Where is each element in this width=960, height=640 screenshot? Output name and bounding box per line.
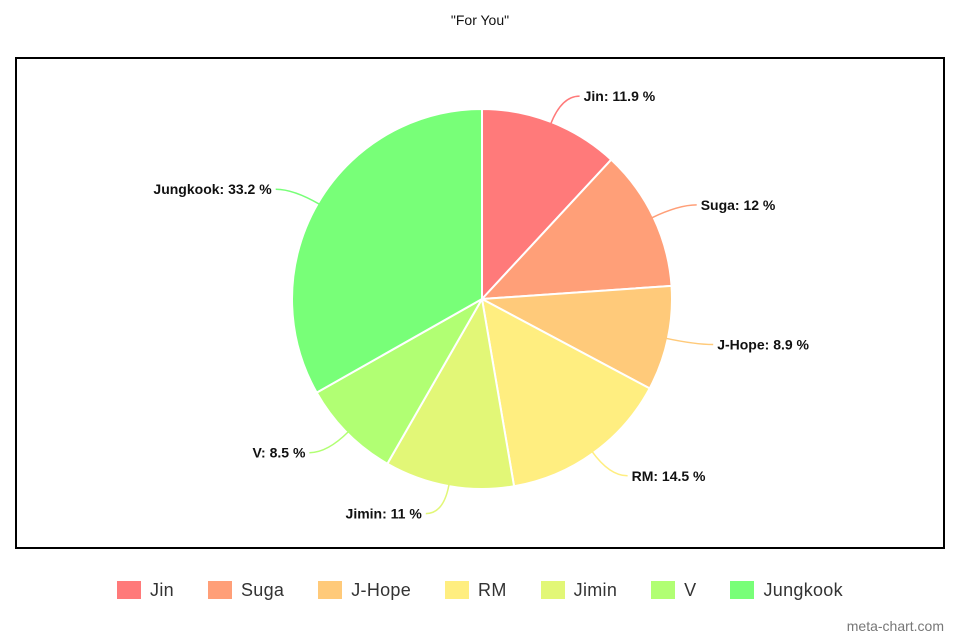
watermark: meta-chart.com (846, 618, 944, 634)
leader-line-jimin (425, 483, 450, 515)
legend-item-v[interactable]: V (651, 580, 696, 601)
leader-line-jin (550, 95, 580, 125)
slice-label-jin: Jin: 11.9 % (584, 88, 656, 104)
legend-swatch (207, 581, 232, 599)
legend-item-jimin[interactable]: Jimin (540, 579, 618, 601)
legend-item-suga[interactable]: Suga (207, 579, 285, 601)
chart-title: "For You" (450, 12, 510, 28)
legend-label: Jungkook (763, 579, 843, 600)
leader-line-rm (591, 450, 628, 477)
legend-swatch (445, 581, 470, 599)
legend-label: Jin (150, 579, 174, 600)
slice-label-j-hope: J-Hope: 8.9 % (717, 337, 809, 353)
legend-item-jungkook[interactable]: Jungkook (730, 579, 843, 601)
legend-label: J-Hope (351, 579, 412, 600)
legend-label: Jimin (573, 579, 618, 600)
legend-swatch (318, 581, 343, 599)
legend-swatch (651, 581, 676, 599)
leader-line-j-hope (665, 337, 714, 346)
legend-item-j-hope[interactable]: J-Hope (318, 580, 411, 601)
legend-swatch (540, 581, 565, 599)
legend-swatch (730, 581, 755, 599)
slice-label-rm: RM: 14.5 % (632, 468, 706, 484)
slice-label-jimin: Jimin: 11 % (346, 506, 423, 522)
legend: Jin Suga J-Hope RM Jimin V Jungkook (0, 578, 960, 602)
slice-label-v: V: 8.5 % (252, 445, 305, 461)
leader-line-v (309, 430, 350, 454)
legend-item-rm[interactable]: RM (445, 580, 507, 601)
pie-chart: Jin: 11.9 % Suga: 12 % J-Hope: 8.9 % RM: 14… (153, 88, 809, 522)
plot-frame: Jin: 11.9 % Suga: 12 % J-Hope: 8.9 % RM: 14… (15, 57, 945, 549)
legend-label: RM (478, 579, 507, 600)
leader-line-suga (651, 204, 697, 219)
slice-label-suga: Suga: 12 % (701, 197, 776, 213)
leader-line-jungkook (275, 188, 320, 205)
legend-label: Suga (240, 579, 285, 600)
legend-item-jin[interactable]: Jin (117, 580, 174, 601)
legend-swatch (117, 581, 142, 599)
slice-label-jungkook: Jungkook: 33.2 % (153, 181, 272, 197)
legend-label: V (684, 579, 697, 600)
